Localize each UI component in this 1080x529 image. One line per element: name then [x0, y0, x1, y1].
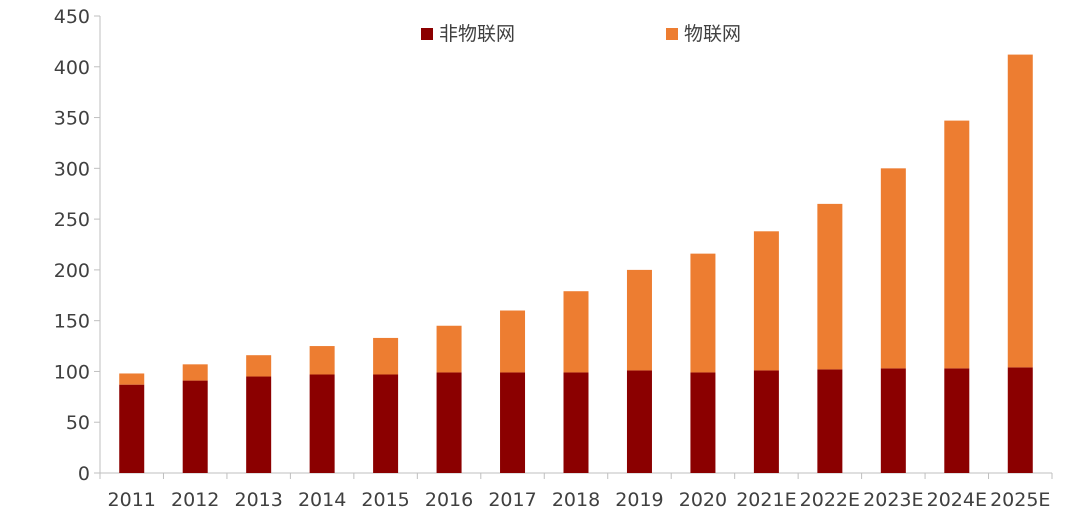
x-tick-label: 2024E — [927, 489, 987, 511]
legend-swatch — [666, 28, 678, 40]
x-tick-label: 2021E — [736, 489, 796, 511]
bar-non-iot — [373, 374, 399, 473]
bar-non-iot — [944, 368, 970, 473]
y-tick-label: 50 — [66, 412, 90, 434]
bar-non-iot — [563, 372, 589, 473]
bar-non-iot — [182, 380, 208, 473]
bar-iot — [817, 203, 843, 370]
bars — [119, 54, 1033, 473]
x-tick-label: 2022E — [800, 489, 860, 511]
bar-non-iot — [626, 370, 652, 473]
bar-non-iot — [817, 369, 843, 473]
x-tick-label: 2025E — [990, 489, 1050, 511]
bar-iot — [500, 310, 526, 373]
y-tick-label: 300 — [54, 158, 90, 180]
x-tick-label: 2019 — [615, 489, 663, 511]
x-axis: 2011 2012 2013 2014 2015 2016 2017 2018 2019 2020… — [99, 472, 1053, 511]
bar-non-iot — [690, 372, 716, 473]
x-tick-label: 2014 — [298, 489, 346, 511]
bar-iot — [436, 325, 462, 373]
bar-iot — [563, 291, 589, 373]
bar-non-iot — [119, 384, 145, 473]
bar-non-iot — [436, 372, 462, 473]
bar-iot — [246, 355, 272, 377]
x-tick-label: 2012 — [171, 489, 219, 511]
x-tick-label: 2017 — [488, 489, 536, 511]
y-tick-label: 400 — [54, 57, 90, 79]
bar-non-iot — [500, 372, 526, 473]
y-tick-label: 0 — [78, 463, 90, 485]
bar-non-iot — [753, 370, 779, 473]
x-tick-label: 2013 — [234, 489, 282, 511]
y-tick-label: 250 — [54, 209, 90, 231]
y-tick-label: 150 — [54, 311, 90, 333]
y-tick-label: 350 — [54, 108, 90, 130]
bar-iot — [182, 364, 208, 381]
y-tick-label: 200 — [54, 260, 90, 282]
bar-non-iot — [246, 376, 272, 473]
bar-iot — [944, 120, 970, 369]
bar-iot — [309, 346, 335, 375]
bar-iot — [626, 269, 652, 371]
legend: 非物联网 物联网 — [421, 23, 741, 45]
x-tick-label: 2016 — [425, 489, 473, 511]
y-tick-label: 100 — [54, 361, 90, 383]
legend-swatch — [421, 28, 433, 40]
y-axis: 0 50 100 150 200 250 300 350 400 450 — [54, 6, 101, 485]
bar-iot — [1007, 54, 1033, 368]
bar-iot — [880, 168, 906, 369]
x-tick-label: 2018 — [552, 489, 600, 511]
bar-non-iot — [880, 368, 906, 473]
x-tick-label: 2023E — [863, 489, 923, 511]
x-tick-label: 2020 — [679, 489, 727, 511]
bar-iot — [373, 337, 399, 375]
x-tick-label: 2011 — [108, 489, 156, 511]
bar-iot — [119, 373, 145, 385]
bar-non-iot — [309, 374, 335, 473]
y-tick-label: 450 — [54, 6, 90, 28]
bar-non-iot — [1007, 367, 1033, 473]
legend-label: 物联网 — [684, 23, 741, 45]
bar-iot — [753, 231, 779, 371]
legend-label: 非物联网 — [439, 23, 515, 45]
x-tick-label: 2015 — [361, 489, 409, 511]
bar-iot — [690, 253, 716, 373]
